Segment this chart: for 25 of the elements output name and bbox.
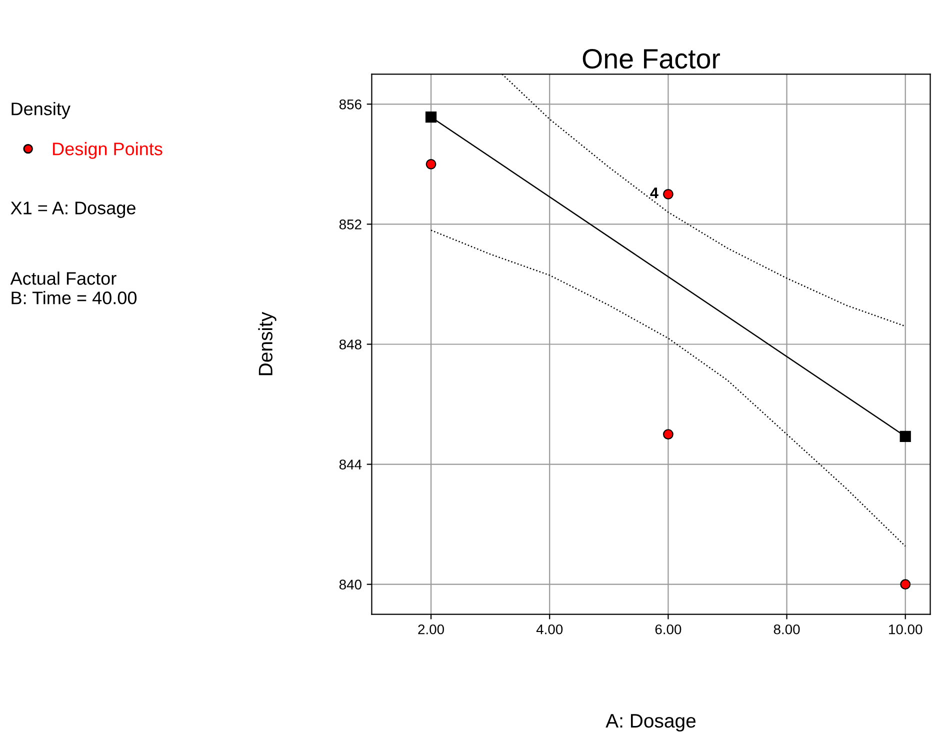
point	[425, 111, 437, 123]
text: X1 = A: Dosage	[10, 202, 136, 218]
x-tick-label: 2.00	[418, 624, 444, 634]
x-tick-label: 6.00	[655, 624, 682, 634]
point	[900, 579, 911, 590]
x-axis-title: A: Dosage	[606, 714, 696, 732]
annotation: 4	[650, 188, 658, 198]
y-tick-label: 844	[339, 460, 362, 470]
y-tick-label: 840	[339, 580, 362, 590]
text: Density	[12, 102, 70, 119]
text: Actual Factor B: Time = 40.00	[10, 272, 137, 304]
x-tick-label: 8.00	[774, 624, 800, 634]
chart-title: One Factor	[582, 48, 720, 69]
point	[662, 188, 674, 200]
y-tick-label: 852	[339, 220, 362, 230]
point	[426, 158, 436, 170]
line-series	[430, 230, 906, 547]
y-tick-label: 856	[339, 99, 362, 110]
x-tick-label: 4.00	[536, 624, 563, 634]
point	[900, 430, 911, 442]
legend-label: Design Points	[53, 142, 162, 159]
point	[662, 429, 674, 440]
x-tick-label: 10.00	[889, 624, 922, 634]
y-tick-label: 848	[339, 340, 362, 350]
y-axis-title: Density	[258, 312, 276, 376]
